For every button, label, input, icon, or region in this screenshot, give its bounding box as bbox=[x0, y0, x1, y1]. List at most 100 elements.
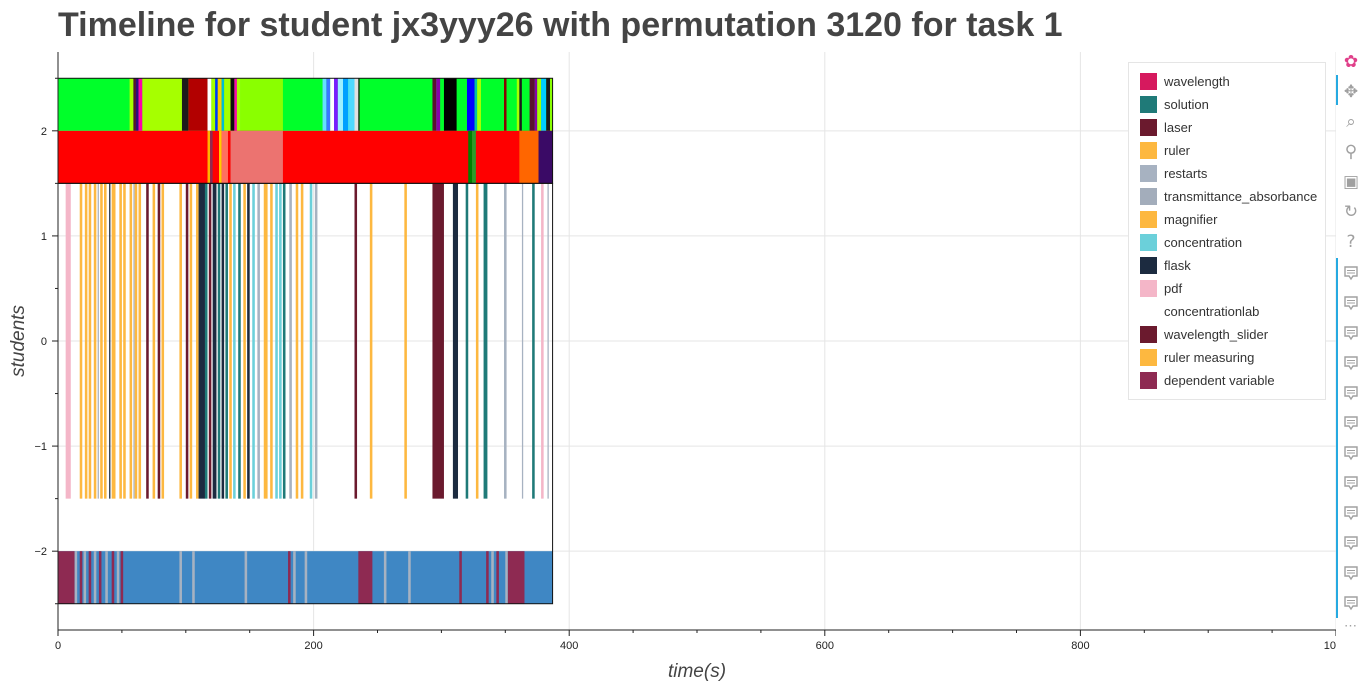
legend-label: pdf bbox=[1164, 280, 1183, 296]
timeline-segment bbox=[289, 183, 292, 499]
hover-tool-icon[interactable] bbox=[1341, 413, 1361, 433]
timeline-segment bbox=[111, 183, 116, 499]
timeline-segment bbox=[217, 78, 222, 131]
hover-tool-icon[interactable] bbox=[1341, 293, 1361, 313]
timeline-segment bbox=[404, 183, 407, 499]
timeline-segment bbox=[133, 183, 135, 499]
timeline-segment bbox=[358, 78, 360, 131]
legend-item[interactable]: restarts bbox=[1140, 163, 1207, 183]
timeline-segment bbox=[322, 78, 327, 131]
timeline-segment bbox=[179, 183, 182, 499]
legend-item[interactable]: ruler measuring bbox=[1140, 347, 1254, 367]
save-tool-icon[interactable]: ▣ bbox=[1342, 172, 1360, 192]
legend-label: flask bbox=[1164, 257, 1191, 273]
hover-tool-icon[interactable] bbox=[1341, 383, 1361, 403]
hover-tool-icon[interactable] bbox=[1341, 593, 1361, 613]
timeline-segment bbox=[65, 183, 71, 499]
timeline-segment bbox=[288, 551, 291, 604]
hover-tool-icon[interactable] bbox=[1341, 263, 1361, 283]
help-tool-icon[interactable]: ? bbox=[1346, 232, 1356, 252]
timeline-segment bbox=[134, 183, 138, 499]
timeline-segment bbox=[546, 78, 551, 131]
legend-item[interactable]: wavelength_slider bbox=[1140, 324, 1268, 344]
timeline-segment bbox=[120, 551, 124, 604]
legend-swatch bbox=[1140, 325, 1157, 343]
y-tick-label: −2 bbox=[34, 546, 47, 558]
hover-tool-icon[interactable] bbox=[1341, 353, 1361, 373]
legend-item[interactable]: wavelength bbox=[1140, 71, 1230, 91]
timeline-segment bbox=[330, 78, 335, 131]
timeline-segment bbox=[263, 183, 268, 499]
more-tools-icon[interactable]: ⋯ bbox=[1344, 618, 1358, 633]
timeline-segment bbox=[537, 78, 542, 131]
timeline-segment bbox=[93, 551, 97, 604]
timeline-segment bbox=[516, 78, 520, 131]
timeline-chart[interactable]: 0 200 400 600 800 1000 −2 −1 0 1 2 time(s) students bbox=[0, 0, 1336, 683]
box-zoom-tool-icon[interactable]: ⌕ bbox=[1346, 112, 1356, 132]
legend-label: wavelength bbox=[1164, 73, 1230, 89]
timeline-segment bbox=[224, 78, 231, 131]
timeline-segment bbox=[538, 130, 553, 184]
timeline-segment bbox=[486, 551, 489, 604]
timeline-segment bbox=[93, 183, 97, 499]
legend-item[interactable]: laser bbox=[1140, 117, 1192, 137]
timeline-segment bbox=[293, 551, 296, 604]
timeline-segment bbox=[304, 551, 308, 604]
legend-item[interactable]: pdf bbox=[1140, 278, 1182, 298]
legend-item[interactable]: flask bbox=[1140, 255, 1191, 275]
timeline-segment bbox=[369, 183, 373, 499]
timeline-segment bbox=[221, 130, 228, 184]
timeline-segment bbox=[111, 551, 115, 604]
y-tick-label: 0 bbox=[41, 336, 47, 348]
timeline-segment bbox=[152, 183, 156, 499]
timeline-segment bbox=[79, 183, 83, 499]
timeline-segment bbox=[217, 183, 221, 499]
timeline-segment bbox=[295, 183, 299, 499]
wheel-zoom-tool-icon[interactable]: ⚲ bbox=[1344, 142, 1358, 162]
legend-item[interactable]: concentration bbox=[1140, 232, 1242, 252]
legend-item[interactable]: concentrationlab bbox=[1140, 301, 1259, 321]
timeline-segment bbox=[181, 78, 189, 131]
pan-tool-icon[interactable]: ✥ bbox=[1343, 82, 1359, 102]
timeline-segment bbox=[234, 78, 237, 131]
legend-swatch bbox=[1140, 302, 1157, 320]
legend-item[interactable]: solution bbox=[1140, 94, 1209, 114]
timeline-segment bbox=[243, 183, 246, 499]
legend-item[interactable]: dependent variable bbox=[1140, 370, 1275, 390]
x-tick-label: 800 bbox=[1071, 640, 1089, 652]
legend-item[interactable]: transmittance_absorbance bbox=[1140, 186, 1317, 206]
timeline-segment bbox=[84, 183, 88, 499]
timeline-segment bbox=[550, 78, 553, 131]
legend-item[interactable]: magnifier bbox=[1140, 209, 1217, 229]
hover-tool-icon[interactable] bbox=[1341, 563, 1361, 583]
timeline-segment bbox=[541, 183, 544, 499]
timeline-segment bbox=[133, 78, 136, 131]
hover-tool-icon[interactable] bbox=[1341, 473, 1361, 493]
timeline-segment bbox=[233, 183, 236, 499]
hover-tool-icon[interactable] bbox=[1341, 443, 1361, 463]
timeline-segment bbox=[507, 551, 525, 604]
x-axis-title: time(s) bbox=[668, 661, 726, 682]
timeline-segment bbox=[230, 130, 283, 184]
timeline-segment bbox=[477, 78, 482, 131]
timeline-segment bbox=[534, 78, 538, 131]
hover-tool-icon[interactable] bbox=[1341, 533, 1361, 553]
timeline-segment bbox=[207, 78, 212, 131]
legend-swatch bbox=[1140, 95, 1157, 113]
timeline-segment bbox=[519, 78, 522, 131]
legend-label: ruler measuring bbox=[1164, 349, 1255, 365]
timeline-segment bbox=[104, 183, 107, 499]
hover-tool-icon[interactable] bbox=[1341, 503, 1361, 523]
timeline-segment bbox=[192, 551, 195, 604]
y-tick-label: −1 bbox=[34, 441, 47, 453]
timeline-segment bbox=[221, 78, 225, 131]
timeline-segment bbox=[474, 78, 478, 131]
timeline-segment bbox=[129, 183, 133, 499]
reset-tool-icon[interactable]: ↻ bbox=[1343, 202, 1359, 222]
x-tick-label: 400 bbox=[560, 640, 578, 652]
x-tick-label: 600 bbox=[816, 640, 834, 652]
legend-item[interactable]: ruler bbox=[1140, 140, 1190, 160]
timeline-segment bbox=[221, 183, 225, 499]
hover-tool-icon[interactable] bbox=[1341, 323, 1361, 343]
chart-toolbar: ⋯ ✿ ✥ ⌕ ⚲ ▣ ↻? bbox=[1336, 50, 1366, 683]
